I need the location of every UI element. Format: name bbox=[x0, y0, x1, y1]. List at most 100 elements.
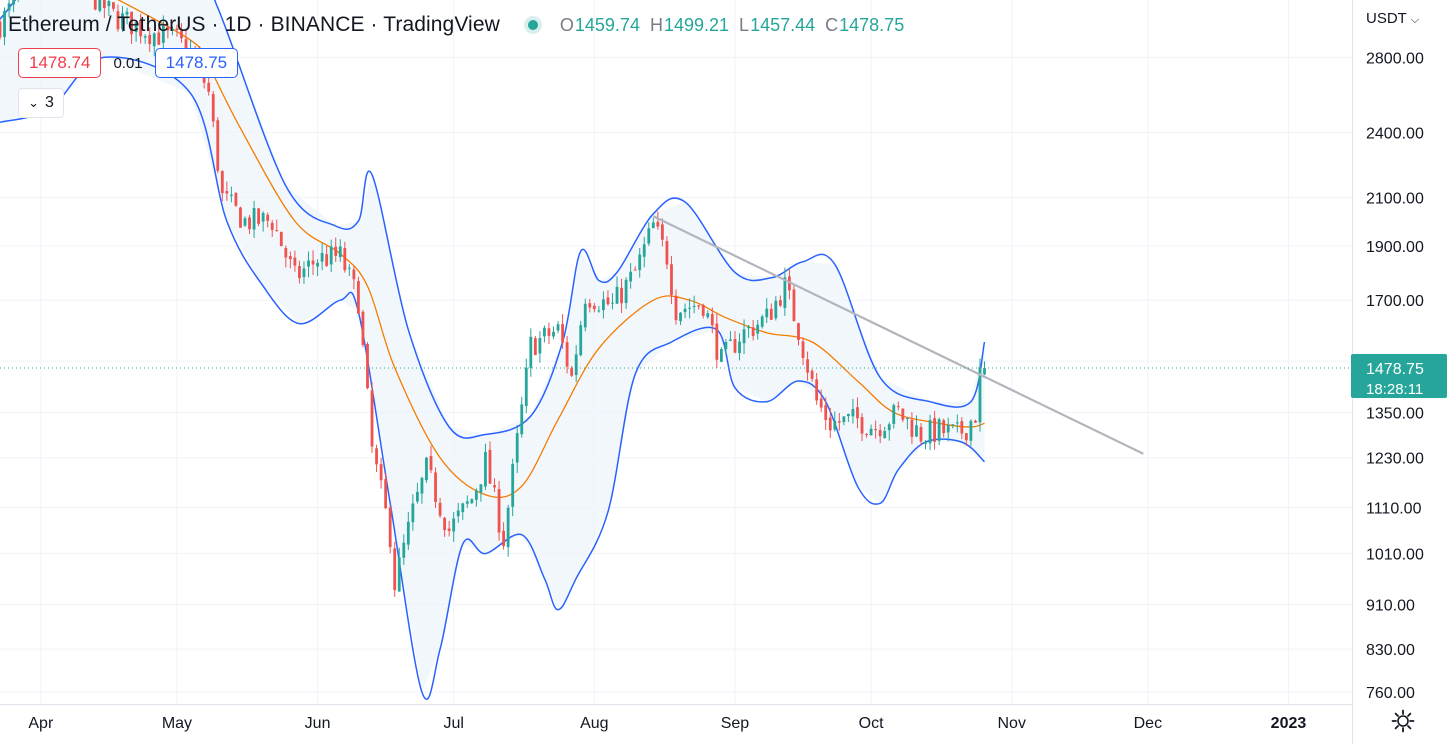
gear-icon[interactable] bbox=[1390, 708, 1416, 734]
high-key: H bbox=[649, 14, 663, 35]
candle-body bbox=[207, 82, 211, 92]
chart-header: Ethereum / TetherUS · 1D · BINANCE · Tra… bbox=[8, 10, 914, 40]
spread-value: 0.01 bbox=[113, 54, 143, 72]
candle-body bbox=[974, 420, 977, 423]
candle-body bbox=[738, 341, 741, 354]
candle-body bbox=[583, 303, 587, 328]
high-value: 1499.21 bbox=[663, 14, 730, 35]
candle-body bbox=[606, 297, 610, 305]
candle-body bbox=[865, 433, 868, 435]
candle-body bbox=[697, 305, 701, 307]
trendline[interactable] bbox=[652, 215, 1144, 455]
candle-body bbox=[602, 299, 605, 311]
time-tick-label: Oct bbox=[859, 715, 884, 732]
candle-body bbox=[170, 28, 174, 31]
candle-body bbox=[515, 433, 519, 463]
candle-body bbox=[12, 0, 16, 5]
currency-selector[interactable]: USDT ⌵ bbox=[1366, 10, 1419, 27]
candle-body bbox=[942, 420, 946, 434]
candle-body bbox=[851, 408, 855, 417]
sell-button[interactable]: 1478.74 bbox=[18, 48, 102, 78]
candle-body bbox=[783, 277, 787, 309]
candle-body bbox=[143, 36, 147, 38]
candle-body bbox=[642, 244, 646, 257]
candle-body bbox=[951, 424, 955, 426]
market-status-icon bbox=[527, 20, 538, 30]
candle-body bbox=[574, 354, 578, 376]
candle-body bbox=[134, 22, 138, 33]
low-value: 1457.44 bbox=[750, 14, 816, 35]
candle-body bbox=[883, 431, 887, 439]
candle-body bbox=[665, 241, 669, 265]
candle-body bbox=[760, 316, 764, 327]
price-axis[interactable] bbox=[1352, 0, 1456, 744]
candle-body bbox=[497, 489, 501, 533]
time-tick-label: Jun bbox=[305, 715, 331, 732]
candle-body bbox=[465, 501, 469, 504]
candle-body bbox=[361, 311, 365, 345]
candle-body bbox=[484, 451, 487, 487]
candle-body bbox=[329, 246, 333, 265]
bollinger-upper-band bbox=[0, 0, 986, 439]
candle-body bbox=[139, 19, 143, 37]
candle-body bbox=[320, 252, 324, 262]
time-axis-divider bbox=[0, 704, 1352, 705]
candle-body bbox=[161, 25, 165, 43]
candle-body bbox=[797, 323, 800, 340]
candle-body bbox=[261, 212, 265, 222]
time-axis[interactable]: Apr May Jun Jul Aug Sep Oct Nov Dec 2023 bbox=[28, 715, 1306, 732]
candle-body bbox=[756, 324, 760, 334]
candle-body bbox=[93, 0, 97, 10]
candle-body bbox=[810, 370, 814, 379]
candle-body bbox=[338, 246, 342, 258]
candle-body bbox=[511, 463, 515, 507]
candle-body bbox=[248, 217, 251, 230]
candle-body bbox=[633, 269, 637, 271]
quick-trade: 1478.74 0.01 1478.75 bbox=[18, 48, 239, 78]
candle-body bbox=[257, 208, 261, 224]
candle-body bbox=[406, 521, 410, 545]
candle-body bbox=[357, 281, 360, 314]
bollinger-band-fill bbox=[0, 0, 985, 692]
candle-body bbox=[837, 421, 841, 423]
candle-body bbox=[620, 287, 623, 304]
candle-body bbox=[856, 407, 859, 419]
candle-body bbox=[570, 368, 574, 376]
candle-body bbox=[729, 339, 732, 342]
candle-body bbox=[733, 338, 737, 353]
candle-body bbox=[157, 32, 161, 45]
candle-body bbox=[674, 295, 678, 321]
buy-button[interactable]: 1478.75 bbox=[154, 48, 239, 78]
candle-body bbox=[474, 490, 478, 500]
candle-body bbox=[434, 472, 437, 503]
candle-body bbox=[638, 254, 642, 271]
candle-body bbox=[370, 390, 374, 447]
indicators-toggle-button[interactable]: ⌄ 3 bbox=[18, 88, 64, 118]
candle-body bbox=[647, 228, 651, 244]
symbol-title[interactable]: Ethereum / TetherUS · 1D · BINANCE · Tra… bbox=[8, 13, 500, 36]
candle-body bbox=[225, 191, 229, 194]
ohlc-open: O1459.74 bbox=[560, 15, 640, 36]
candle-body bbox=[769, 308, 773, 320]
candle-body bbox=[279, 231, 283, 247]
candle-body bbox=[892, 405, 896, 424]
candle-body bbox=[660, 224, 664, 240]
open-key: O bbox=[559, 14, 574, 35]
candle-body bbox=[910, 419, 914, 437]
open-value: 1459.74 bbox=[574, 14, 640, 35]
candle-body bbox=[874, 429, 878, 431]
candle-body bbox=[415, 491, 419, 502]
candle-body bbox=[506, 507, 510, 548]
candle-body bbox=[946, 424, 950, 433]
candle-body bbox=[670, 264, 673, 295]
candle-body bbox=[366, 343, 369, 389]
candle-body bbox=[715, 323, 719, 360]
candle-body bbox=[438, 502, 442, 516]
candle-body bbox=[710, 314, 714, 326]
candle-body bbox=[819, 398, 823, 408]
candle-body bbox=[978, 367, 982, 423]
candle-body bbox=[429, 455, 433, 471]
candle-body bbox=[679, 312, 682, 322]
candle-body bbox=[683, 308, 687, 313]
